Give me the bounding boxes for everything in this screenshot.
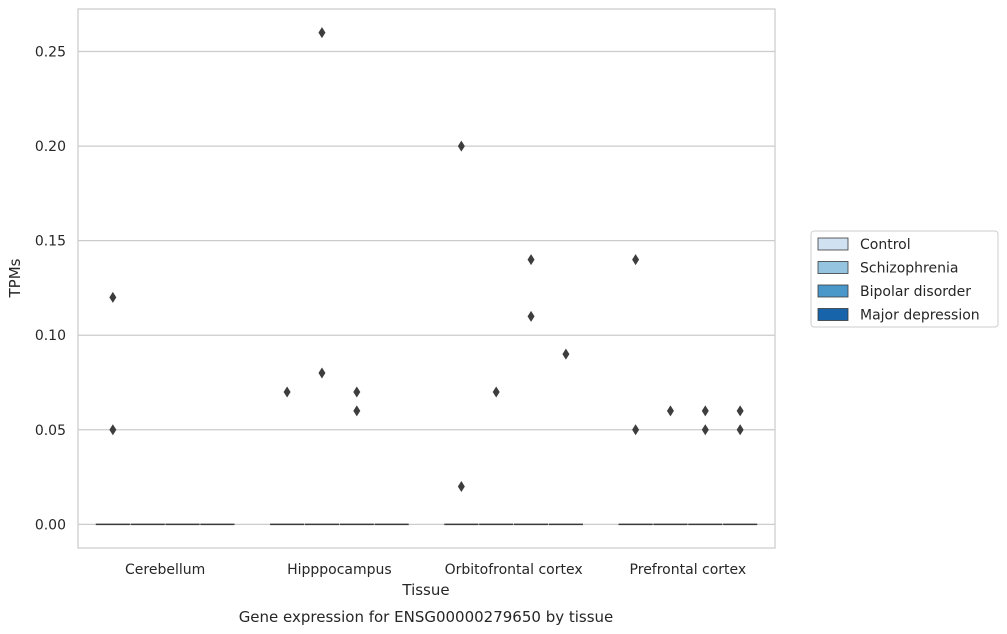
outlier-point [701, 405, 709, 417]
y-axis-ticks: 0.00 0.05 0.10 0.15 0.20 0.25 [35, 45, 66, 534]
legend-label: Major depression [860, 308, 980, 324]
outlier-point [109, 291, 117, 303]
legend-swatch [817, 261, 849, 274]
x-axis-label: Tissue [401, 581, 449, 599]
y-tick-label: 0.00 [35, 517, 66, 533]
outlier-point [562, 348, 570, 360]
gridlines [78, 50, 775, 525]
y-tick-label: 0.20 [35, 139, 66, 155]
y-axis-label: TPMs [6, 258, 24, 298]
outlier-point [527, 254, 535, 266]
outlier-point [318, 27, 326, 39]
outlier-point [283, 386, 291, 398]
chart-caption: Gene expression for ENSG00000279650 by t… [239, 608, 614, 626]
x-axis-ticks: Cerebellum Hipppocampus Orbitofrontal cort… [125, 562, 746, 578]
outlier-point [457, 140, 465, 152]
outlier-point [457, 481, 465, 493]
y-tick-label: 0.25 [35, 45, 66, 61]
legend-box [810, 230, 999, 328]
outlier-point [353, 405, 361, 417]
legend-label: Control [860, 237, 911, 253]
outlier-points [109, 27, 744, 493]
outlier-point [632, 424, 640, 436]
x-tick-label: Hipppocampus [287, 562, 392, 578]
outlier-point [701, 424, 709, 436]
plot-frame [77, 8, 776, 549]
legend-swatch [817, 284, 849, 298]
legend: Control Schizophrenia Bipolar disorder Majo… [810, 230, 999, 328]
outlier-point [736, 405, 744, 417]
outlier-point [318, 367, 326, 379]
outlier-point [666, 405, 674, 417]
legend-swatch [817, 237, 849, 251]
x-tick-label: Cerebellum [125, 562, 205, 578]
legend-label: Schizophrenia [860, 261, 958, 277]
outlier-point [527, 310, 535, 322]
y-tick-label: 0.05 [35, 423, 66, 439]
outlier-point [353, 386, 361, 398]
y-tick-label: 0.10 [35, 328, 66, 344]
x-tick-label: Orbitofrontal cortex [445, 562, 583, 578]
outlier-point [632, 254, 640, 266]
outlier-point [736, 424, 744, 436]
outlier-point [492, 386, 500, 398]
outlier-point [109, 424, 117, 436]
x-tick-label: Prefrontal cortex [630, 562, 747, 578]
y-tick-label: 0.15 [35, 234, 66, 250]
legend-label: Bipolar disorder [860, 284, 971, 300]
legend-swatch [817, 308, 849, 321]
